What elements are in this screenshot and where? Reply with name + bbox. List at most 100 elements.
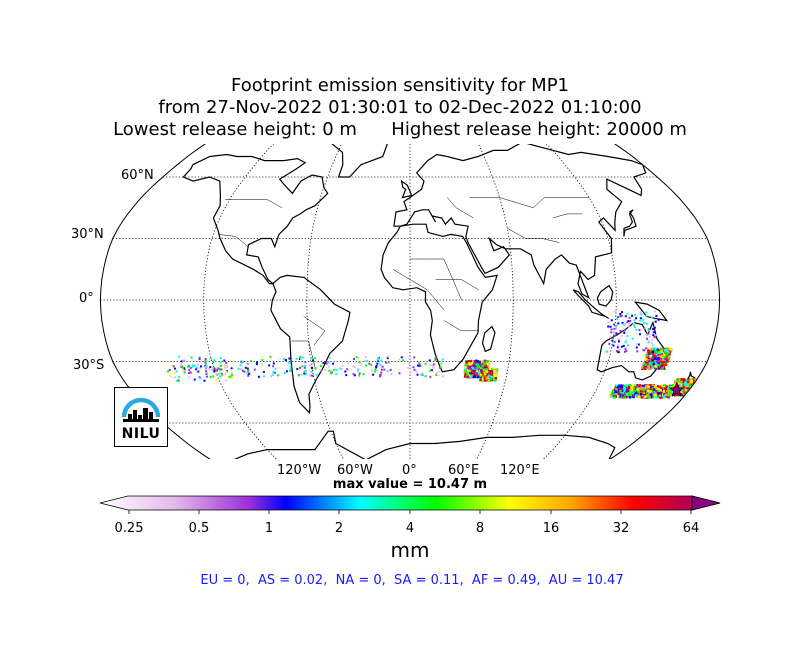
footprint-cell bbox=[639, 389, 642, 392]
footprint-cell bbox=[204, 357, 207, 360]
footprint-cell bbox=[379, 375, 381, 378]
footprint-cell bbox=[620, 314, 623, 317]
footprint-cell bbox=[190, 356, 193, 359]
footprint-cell bbox=[667, 348, 670, 351]
footprint-cell bbox=[617, 322, 620, 325]
footprint-cell bbox=[261, 358, 264, 361]
footprint-cell bbox=[663, 349, 667, 352]
footprint-cell bbox=[346, 368, 349, 371]
footprint-cell bbox=[466, 368, 470, 372]
footprint-cell bbox=[665, 395, 669, 398]
footprint-cell bbox=[408, 362, 411, 365]
footprint-cell bbox=[487, 379, 490, 382]
footprint-cell bbox=[661, 363, 664, 367]
footprint-cell bbox=[247, 374, 250, 377]
footprint-cell bbox=[386, 370, 389, 373]
footprint-cell bbox=[617, 344, 620, 347]
footprint-cell bbox=[629, 320, 632, 323]
footprint-cell bbox=[435, 374, 438, 377]
footprint-cell bbox=[376, 358, 379, 361]
footprint-cell bbox=[653, 385, 656, 388]
coastline-madagascar bbox=[481, 325, 496, 353]
footprint-cell bbox=[329, 357, 331, 360]
footprint-cell bbox=[246, 372, 249, 375]
lon-label-120e: 120°E bbox=[500, 463, 540, 478]
footprint-cell bbox=[628, 391, 631, 394]
footprint-cell bbox=[353, 358, 355, 360]
footprint-cell bbox=[472, 367, 475, 370]
footprint-cell bbox=[666, 352, 669, 355]
footprint-cell bbox=[636, 384, 639, 387]
footprint-cell bbox=[653, 352, 656, 356]
footprint-cell bbox=[398, 358, 401, 361]
footprint-cell bbox=[487, 364, 490, 367]
footprint-cell bbox=[472, 360, 476, 363]
footprint-cell bbox=[274, 367, 277, 370]
footprint-cell bbox=[620, 384, 623, 387]
footprint-cell bbox=[640, 313, 643, 316]
footprint-cell bbox=[327, 365, 330, 368]
footprint-cell bbox=[311, 366, 313, 369]
footprint-cell bbox=[616, 318, 619, 321]
footprint-cell bbox=[221, 373, 223, 376]
footprint-cell bbox=[627, 325, 630, 328]
footprint-cell bbox=[484, 365, 487, 368]
footprint-cell bbox=[638, 387, 641, 390]
footprint-cell bbox=[658, 394, 662, 398]
footprint-cell bbox=[618, 384, 621, 387]
footprint-cell bbox=[304, 361, 307, 363]
footprint-cell bbox=[643, 349, 646, 352]
footprint-cell bbox=[224, 372, 227, 375]
footprint-cell bbox=[173, 372, 176, 374]
footprint-cell bbox=[438, 370, 441, 373]
footprint-cell bbox=[677, 394, 681, 397]
footprint-cell bbox=[170, 364, 173, 367]
lat-label-30n: 30°N bbox=[71, 227, 104, 242]
footprint-cell bbox=[683, 383, 687, 387]
footprint-cell bbox=[632, 386, 635, 390]
footprint-cell bbox=[493, 373, 497, 377]
footprint-cell bbox=[483, 376, 487, 379]
footprint-cell bbox=[223, 359, 226, 362]
footprint-cell bbox=[653, 336, 656, 339]
footprint-cell bbox=[661, 354, 665, 358]
footprint-cell bbox=[642, 362, 646, 365]
footprint-cell bbox=[466, 375, 470, 379]
footprint-cell bbox=[662, 360, 666, 364]
footprint-cell bbox=[479, 378, 482, 381]
footprint-cell bbox=[476, 375, 479, 379]
footprint-cell bbox=[434, 357, 437, 360]
globe-outline bbox=[99, 144, 721, 459]
footprint-cell bbox=[212, 366, 215, 369]
footprint-cell bbox=[368, 362, 371, 365]
footprint-cell bbox=[182, 370, 185, 373]
footprint-cell bbox=[179, 364, 182, 367]
footprint-cell bbox=[656, 387, 660, 390]
footprint-cell bbox=[633, 384, 637, 387]
footprint-cell bbox=[613, 391, 617, 395]
footprint-cell bbox=[653, 366, 657, 370]
footprint-cell bbox=[630, 391, 633, 394]
footprint-cell bbox=[640, 396, 644, 399]
footprint-cell bbox=[612, 389, 615, 392]
footprint-cell bbox=[432, 363, 435, 366]
footprint-cell bbox=[476, 363, 479, 366]
footprint-cell bbox=[613, 311, 616, 314]
footprint-cell bbox=[376, 362, 379, 365]
footprint-cell bbox=[277, 374, 279, 377]
footprint-cell bbox=[213, 370, 216, 373]
footprint-cell bbox=[620, 389, 624, 393]
footprint-cell bbox=[295, 357, 298, 360]
footprint-cell bbox=[324, 369, 327, 372]
footprint-cell bbox=[680, 383, 684, 387]
footprint-cell bbox=[690, 380, 693, 383]
coastline-greenland bbox=[331, 144, 388, 178]
footprint-cell bbox=[617, 351, 620, 354]
colorbar-tick-label: 16 bbox=[542, 521, 560, 536]
footprint-cell bbox=[464, 372, 467, 376]
footprint-cell bbox=[651, 339, 654, 342]
footprint-cell bbox=[362, 373, 365, 376]
footprint-cell bbox=[231, 376, 233, 379]
footprint-cell bbox=[325, 362, 328, 365]
footprint-cell bbox=[618, 338, 621, 341]
